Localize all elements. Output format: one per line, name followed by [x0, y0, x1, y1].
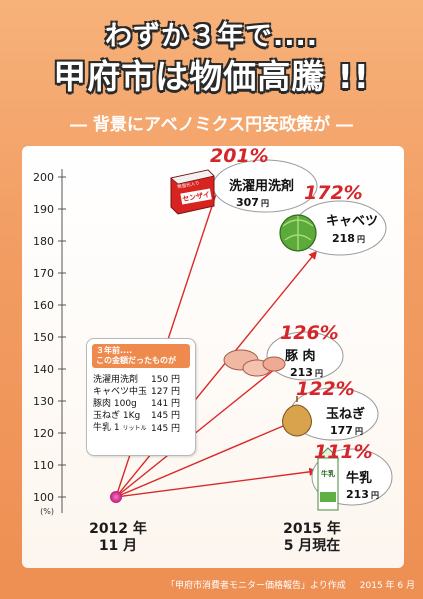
series-line-3	[115, 413, 311, 498]
source-footer: 「甲府市消費者モニター価格報告」より作成 2015 年 6 月	[165, 581, 415, 591]
detergent-box-label	[180, 188, 212, 205]
headline-line2: 甲府市は物価高騰 !!	[53, 57, 370, 96]
item-name-2: 豚 肉	[285, 348, 316, 364]
item-price-3: 177 円	[330, 424, 363, 437]
y-tick-label: 120	[33, 427, 54, 440]
pct-label-1: 172%	[304, 182, 363, 204]
subtitle: ― 背景にアベノミクス円安政策が ―	[70, 115, 353, 135]
cabbage-veins	[282, 216, 314, 250]
item-price-0: 307 円	[236, 196, 269, 209]
price-reference-header: ３年前.... この金額だったものが	[92, 344, 190, 368]
pct-label-2: 126%	[280, 322, 339, 344]
y-tick-label: 200	[33, 171, 54, 184]
item-price-2: 213 円	[290, 366, 323, 379]
y-tick-label: 180	[33, 235, 54, 248]
y-unit-label: (%)	[40, 507, 54, 516]
series-bubbles	[212, 159, 393, 506]
item-name-4: 牛乳	[346, 470, 372, 486]
y-tick-label: 100	[33, 491, 54, 504]
origin-dot	[110, 491, 122, 503]
currency-unit: 円	[315, 369, 323, 378]
price-reference-box: ３年前.... この金額だったものが 洗濯用洗剤 150 円 キャベツ中玉 127 …	[86, 338, 196, 456]
series-line-4	[115, 467, 318, 498]
y-tick-label: 190	[33, 203, 54, 216]
item-price-1: 218 円	[332, 232, 365, 245]
item-name-0: 洗濯用洗剤	[229, 178, 294, 194]
milk-carton-top	[316, 447, 340, 459]
x-label-line1: 2012 年	[89, 520, 147, 537]
currency-unit: 円	[357, 235, 365, 244]
y-tick-label: 130	[33, 395, 54, 408]
x-label-line1: 2015 年	[283, 520, 341, 537]
milk-carton-stripe	[320, 492, 336, 502]
table-row: 洗濯用洗剤 150 円	[93, 375, 181, 385]
onion-icon	[282, 404, 312, 437]
pct-label-0: 201%	[210, 145, 269, 167]
pct-label-3: 122%	[296, 378, 355, 400]
headline-line1: わずか３年で....	[104, 21, 319, 52]
milk-carton-icon	[317, 457, 339, 511]
item-name-3: 玉ねぎ	[326, 406, 365, 422]
series-line-1	[115, 250, 318, 498]
y-tick-label: 160	[33, 299, 54, 312]
y-tick-label: 150	[33, 331, 54, 344]
table-row: 豚肉 100g 141 円	[93, 399, 181, 409]
table-row: キャベツ中玉 127 円	[93, 387, 181, 397]
item-name-1: キャベツ	[326, 214, 378, 229]
detergent-box-top	[170, 169, 215, 185]
series-line-2	[115, 363, 282, 498]
table-row: 玉ねぎ 1Kg 145 円	[93, 411, 181, 421]
currency-unit: 円	[261, 199, 269, 208]
detergent-box-top-text: 無蛍光入り	[177, 179, 200, 190]
pct-label-4: 111%	[314, 441, 373, 463]
milk-carton-label: 牛乳	[321, 469, 335, 478]
y-tick-label: 140	[33, 363, 54, 376]
y-tick-label: 170	[33, 267, 54, 280]
x-axis: 2012 年11 月 2015 年5 月現在	[89, 520, 341, 554]
y-tick-label: 110	[33, 459, 54, 472]
y-axis: 200 190 180 170 160 150 140 130 120 110 100 (%)	[33, 169, 66, 516]
price-bubble-2	[266, 331, 344, 381]
item-price-4: 213 円	[346, 488, 379, 501]
table-row: 牛乳 1 リットル 145 円	[93, 423, 181, 434]
currency-unit: 円	[371, 491, 379, 500]
pork-slice-icon	[262, 356, 286, 372]
x-label-line2: 5 月現在	[284, 537, 341, 554]
currency-unit: 円	[355, 427, 363, 436]
x-label-line2: 11 月	[99, 538, 137, 554]
price-reference-table: 洗濯用洗剤 150 円 キャベツ中玉 127 円 豚肉 100g 141 円 玉ねぎ …	[93, 374, 180, 435]
